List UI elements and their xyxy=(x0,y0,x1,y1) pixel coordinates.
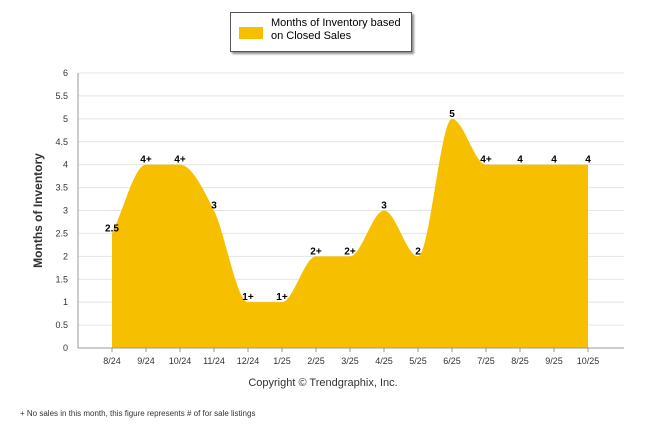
data-label: 2+ xyxy=(344,246,356,257)
legend-label-line2: on Closed Sales xyxy=(271,30,352,42)
footnote: + No sales in this month, this figure re… xyxy=(20,409,256,418)
y-tick-label: 6 xyxy=(63,68,68,78)
x-tick-label: 12/24 xyxy=(237,356,260,366)
x-tick-label: 5/25 xyxy=(409,356,427,366)
y-tick-label: 2.5 xyxy=(55,228,68,238)
legend-label-line1: Months of Inventory based xyxy=(271,17,401,29)
y-tick-label: 1 xyxy=(63,297,68,307)
chart: 0 0.5 1 1.5 2 2.5 3 3.5 4 4.5 5 5.5 6 8/24 9/24 10/24 1… xyxy=(31,68,624,366)
x-tick-label: 4/25 xyxy=(375,356,393,366)
data-label: 3 xyxy=(211,201,217,212)
y-tick-label: 4 xyxy=(63,160,68,170)
x-tick-label: 7/25 xyxy=(477,356,495,366)
data-label: 2 xyxy=(415,246,421,257)
y-tick-label: 3.5 xyxy=(55,183,68,193)
data-label: 4+ xyxy=(140,155,152,166)
legend: Months of Inventory based on Closed Sale… xyxy=(230,12,412,52)
data-label: 4 xyxy=(551,155,557,166)
y-tick-label: 0.5 xyxy=(55,320,68,330)
y-tick-label: 0 xyxy=(63,343,68,353)
data-label: 3 xyxy=(381,201,387,212)
x-tick-label: 3/25 xyxy=(341,356,359,366)
data-label: 2+ xyxy=(310,246,322,257)
y-tick-label: 5 xyxy=(63,114,68,124)
data-label: 4+ xyxy=(480,155,492,166)
data-label: 2.5 xyxy=(105,223,119,234)
legend-label: Months of Inventory based on Closed Sale… xyxy=(271,17,409,43)
x-tick-label: 8/25 xyxy=(511,356,529,366)
data-labels: 2.5 4+ 4+ 3 1+ 1+ 2+ 2+ 3 2 5 4+ 4 4 4 xyxy=(105,109,591,303)
data-label: 4 xyxy=(585,155,591,166)
x-tick-label: 8/24 xyxy=(103,356,121,366)
x-tick-label: 10/24 xyxy=(169,356,192,366)
x-tick-label: 9/25 xyxy=(545,356,563,366)
x-tick-labels: 8/24 9/24 10/24 11/24 12/24 1/25 2/25 3/25 4/25 5… xyxy=(103,356,599,366)
x-tick-label: 10/25 xyxy=(577,356,600,366)
x-tick-label: 6/25 xyxy=(443,356,461,366)
x-tick-label: 11/24 xyxy=(203,356,225,366)
y-tick-label: 4.5 xyxy=(55,137,68,147)
x-tick-label: 1/25 xyxy=(273,356,291,366)
y-tick-label: 5.5 xyxy=(55,91,68,101)
copyright: Copyright © Trendgraphix, Inc. xyxy=(248,377,398,389)
data-label: 4+ xyxy=(174,155,186,166)
legend-swatch xyxy=(239,27,263,39)
area-series xyxy=(112,118,588,348)
x-tick-label: 9/24 xyxy=(137,356,155,366)
axes xyxy=(77,73,624,352)
data-label: 4 xyxy=(517,155,523,166)
data-label: 1+ xyxy=(242,292,254,303)
y-tick-label: 3 xyxy=(63,206,68,216)
y-tick-labels: 0 0.5 1 1.5 2 2.5 3 3.5 4 4.5 5 5.5 6 xyxy=(55,68,68,353)
x-tick-label: 2/25 xyxy=(307,356,325,366)
y-axis-label: Months of Inventory xyxy=(31,153,45,268)
y-tick-label: 2 xyxy=(63,251,68,261)
data-label: 5 xyxy=(449,109,455,120)
y-tick-label: 1.5 xyxy=(55,274,68,284)
data-label: 1+ xyxy=(276,292,288,303)
